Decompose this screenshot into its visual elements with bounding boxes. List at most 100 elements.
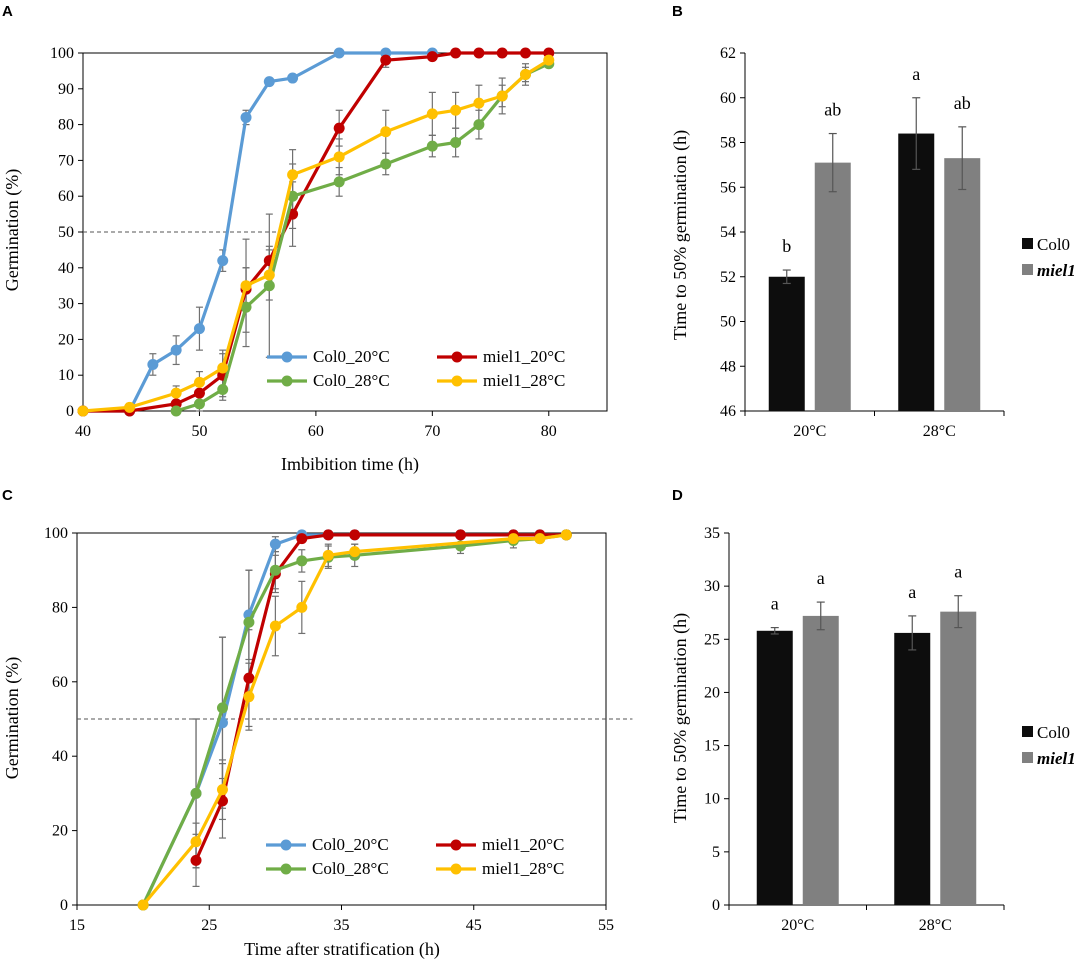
panel-d-y-tick-label: 30 [704, 578, 720, 595]
panel-c-y-axis-title: Germination (%) [2, 657, 23, 779]
panel-d-y-tick-label: 35 [704, 525, 720, 542]
panel-b-category-label: 28°C [923, 423, 956, 440]
panel-c-legend-marker-col0-28-c [280, 863, 292, 875]
panel-d-bar-col0 [756, 630, 793, 905]
panel-b-legend-label-miel1: miel1 [1037, 261, 1076, 280]
panel-d-category-label: 28°C [919, 917, 952, 934]
panel-c-x-tick-label: 45 [466, 917, 482, 934]
panel-a-point-miel1-20-c [193, 387, 205, 399]
panel-c-y-tick-label: 80 [52, 599, 68, 616]
panel-d-legend-label-col0: Col0 [1037, 723, 1070, 742]
panel-c-x-axis-title: Time after stratification (h) [244, 939, 440, 960]
panel-d-bar-chart: D Time to 50% germination (h) 0 5 10 15 20 25… [670, 487, 1076, 934]
panel-c-point-miel1-28-c [534, 533, 546, 545]
panel-c-point-col0-28-c [216, 702, 228, 714]
panel-c-point-miel1-28-c [269, 620, 281, 632]
panel-a-point-miel1-28-c [217, 362, 229, 374]
panel-a-point-miel1-28-c [124, 401, 136, 413]
panel-a-point-col0-28-c [333, 176, 345, 188]
panel-a-point-miel1-28-c [496, 90, 508, 102]
panel-c-legend-label-col0-20-c: Col0_20°C [312, 835, 389, 854]
panel-a-y-tick-label: 20 [58, 331, 74, 348]
panel-a-y-tick-label: 80 [58, 117, 74, 134]
panel-a-x-tick-label: 80 [541, 423, 557, 440]
panel-a-point-col0-28-c [473, 119, 485, 131]
panel-c-point-miel1-28-c [560, 529, 572, 541]
panel-a-series-line-col0-28-c [175, 62, 550, 413]
panel-b-y-tick-label: 46 [720, 403, 736, 420]
panel-a-point-miel1-28-c [450, 104, 462, 116]
panel-a-point-col0-20-c [333, 47, 345, 59]
panel-c-point-col0-20-c [269, 538, 281, 550]
panel-b-bar-miel1 [944, 158, 981, 411]
panel-c-point-miel1-28-c [296, 601, 308, 613]
panel-c-legend-label-miel1-28-c: miel1_28°C [482, 859, 564, 878]
panel-b-legend-swatch-miel1 [1022, 264, 1033, 275]
panel-c-x-tick-label: 15 [69, 917, 85, 934]
panel-a-letter: A [2, 3, 13, 20]
panel-d-y-tick-label: 25 [704, 631, 720, 648]
panel-d-bar-col0 [894, 632, 931, 905]
panel-d-significance-letter: a [771, 594, 779, 614]
panel-c-point-col0-28-c [296, 555, 308, 567]
panel-a-y-tick-label: 60 [58, 188, 74, 205]
panel-a-point-miel1-28-c [77, 405, 89, 417]
panel-d-legend-swatch-miel1 [1022, 752, 1033, 763]
panel-a-y-tick-label: 50 [58, 224, 74, 241]
panel-a-point-miel1-20-c [450, 47, 462, 59]
panel-c-point-miel1-28-c [322, 549, 334, 561]
panel-a-x-axis-title: Imbibition time (h) [281, 454, 419, 475]
panel-d-letter: D [672, 487, 683, 504]
panel-a-point-col0-20-c [263, 76, 275, 88]
panel-c-point-miel1-28-c [349, 546, 361, 558]
panel-a-point-col0-20-c [170, 344, 182, 356]
panel-c-x-tick-label: 35 [334, 917, 350, 934]
panel-a-point-miel1-28-c [519, 68, 531, 80]
panel-a-y-axis-title: Germination (%) [2, 169, 23, 291]
panel-a-point-miel1-28-c [426, 108, 438, 120]
panel-d-significance-letter: a [908, 582, 916, 602]
panel-b-bar-col0 [768, 276, 805, 411]
panel-a-point-col0-28-c [426, 140, 438, 152]
panel-a-legend-label-col0-20-c: Col0_20°C [313, 347, 390, 366]
panel-a-point-miel1-28-c [240, 280, 252, 292]
panel-c-point-miel1-28-c [190, 836, 202, 848]
panel-d-y-tick-label: 10 [704, 791, 720, 808]
panel-d-bar-miel1 [802, 615, 839, 905]
panel-a-legend-label-col0-28-c: Col0_28°C [313, 371, 390, 390]
panel-a-point-col0-20-c [193, 323, 205, 335]
panel-a-point-col0-28-c [240, 301, 252, 313]
panel-a-legend-marker-miel1-20-c [451, 351, 463, 363]
panel-b-y-tick-label: 52 [720, 269, 736, 286]
panel-c-point-miel1-28-c [507, 533, 519, 545]
panel-c-point-col0-28-c [243, 616, 255, 628]
panel-a-point-miel1-20-c [496, 47, 508, 59]
panel-a-point-col0-28-c [217, 384, 229, 396]
panel-a-x-tick-label: 50 [191, 423, 207, 440]
panel-a-point-col0-28-c [263, 280, 275, 292]
panel-a-point-miel1-28-c [263, 269, 275, 281]
panel-c-legend-label-miel1-20-c: miel1_20°C [482, 835, 564, 854]
panel-c-y-tick-label: 20 [52, 823, 68, 840]
panel-b-legend: Col0 miel1 [1022, 235, 1076, 280]
panel-c-line-chart: C Germination (%) Time after stratificat… [2, 487, 633, 960]
panel-c-y-tick-label: 40 [52, 748, 68, 765]
panel-d-significance-letter: a [954, 562, 962, 582]
panel-b-legend-swatch-col0 [1022, 238, 1033, 249]
panel-b-y-tick-label: 60 [720, 90, 736, 107]
panel-a-y-tick-label: 40 [58, 260, 74, 277]
panel-c-y-tick-label: 0 [60, 897, 68, 914]
panel-c-point-miel1-20-c [296, 533, 308, 545]
panel-c-point-miel1-20-c [322, 529, 334, 541]
panel-a-point-col0-20-c [287, 72, 299, 84]
panel-a-point-col0-20-c [217, 255, 229, 267]
panel-b-category-label: 20°C [793, 423, 826, 440]
panel-a-point-col0-28-c [380, 158, 392, 170]
panel-a-series-line-col0-20-c [83, 51, 433, 413]
panel-b-legend-label-col0: Col0 [1037, 235, 1070, 254]
panel-d-y-tick-label: 20 [704, 684, 720, 701]
panel-d-y-tick-label: 5 [712, 844, 720, 861]
panel-d-y-tick-label: 0 [712, 897, 720, 914]
panel-d-significance-letter: a [817, 568, 825, 588]
